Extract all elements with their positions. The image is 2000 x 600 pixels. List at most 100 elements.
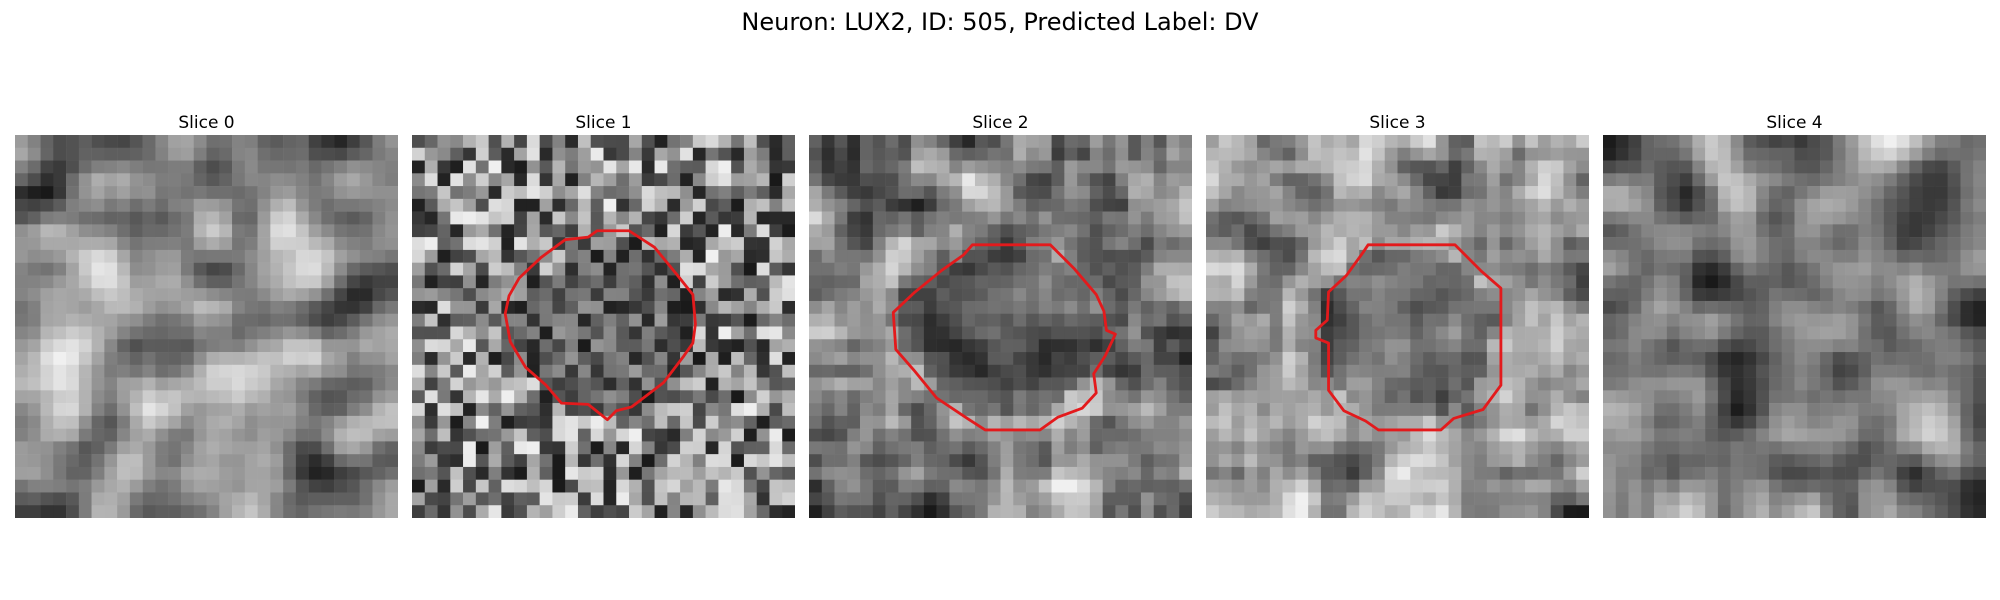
pixel [1833,314,1846,327]
pixel [1461,275,1474,288]
pixel [1244,416,1257,429]
pixel [757,161,770,174]
pixel [207,403,220,416]
pixel [1782,505,1795,518]
pixel [207,492,220,505]
pixel [744,199,757,212]
pixel [1551,390,1564,403]
pixel [1103,441,1116,454]
pixel [1385,212,1398,225]
pixel [1692,505,1705,518]
pixel [41,301,54,314]
pixel [1257,390,1270,403]
pixel [1731,237,1744,250]
pixel [347,173,360,186]
pixel [527,199,540,212]
pixel [207,378,220,391]
pixel [1680,148,1693,161]
pixel [1295,454,1308,467]
pixel [1769,148,1782,161]
pixel [1538,378,1551,391]
pixel [270,505,283,518]
pixel [1385,390,1398,403]
pixel [847,390,860,403]
pixel [873,365,886,378]
pixel [527,480,540,493]
pixel [309,135,322,148]
pixel [476,467,489,480]
pixel [629,429,642,442]
pixel [1308,250,1321,263]
pixel [104,161,117,174]
pixel [347,135,360,148]
pixel [1270,365,1283,378]
pixel [1692,288,1705,301]
pixel [718,505,731,518]
pixel [476,212,489,225]
pixel [680,135,693,148]
pixel [1115,250,1128,263]
pixel [757,378,770,391]
pixel [1935,148,1948,161]
pixel [1512,339,1525,352]
pixel [130,492,143,505]
pixel [1922,467,1935,480]
pixel [937,212,950,225]
pixel [706,492,719,505]
pixel [1512,429,1525,442]
pixel [92,186,105,199]
pixel [873,275,886,288]
pixel [1474,505,1487,518]
pixel [514,288,527,301]
pixel [321,161,334,174]
pixel [385,250,398,263]
pixel [1500,135,1513,148]
pixel [155,378,168,391]
pixel [975,352,988,365]
pixel [514,314,527,327]
pixel [693,288,706,301]
pixel [1603,250,1616,263]
pixel [438,378,451,391]
pixel [552,416,565,429]
pixel [1232,250,1245,263]
pixel [130,390,143,403]
pixel [28,429,41,442]
pixel [1052,263,1065,276]
pixel [1718,288,1731,301]
pixel [1616,301,1629,314]
pixel [1283,186,1296,199]
pixel [438,314,451,327]
pixel [1922,161,1935,174]
pixel [296,212,309,225]
pixel [181,199,194,212]
pixel [693,480,706,493]
pixel [975,390,988,403]
pixel [117,135,130,148]
pixel [438,263,451,276]
pixel [385,199,398,212]
pixel [1654,492,1667,505]
pixel [1398,378,1411,391]
pixel [552,263,565,276]
pixel [1308,365,1321,378]
pixel [321,454,334,467]
pixel [1743,212,1756,225]
pixel [667,148,680,161]
pixel [949,378,962,391]
pixel [347,224,360,237]
pixel [1423,480,1436,493]
pixel [1743,224,1756,237]
pixel [1629,467,1642,480]
pixel [731,275,744,288]
pixel [334,314,347,327]
pixel [1461,352,1474,365]
pixel [104,403,117,416]
pixel [1077,135,1090,148]
pixel [540,505,553,518]
pixel [1680,390,1693,403]
pixel [680,429,693,442]
pixel [1295,135,1308,148]
pixel [1769,161,1782,174]
pixel [1807,135,1820,148]
